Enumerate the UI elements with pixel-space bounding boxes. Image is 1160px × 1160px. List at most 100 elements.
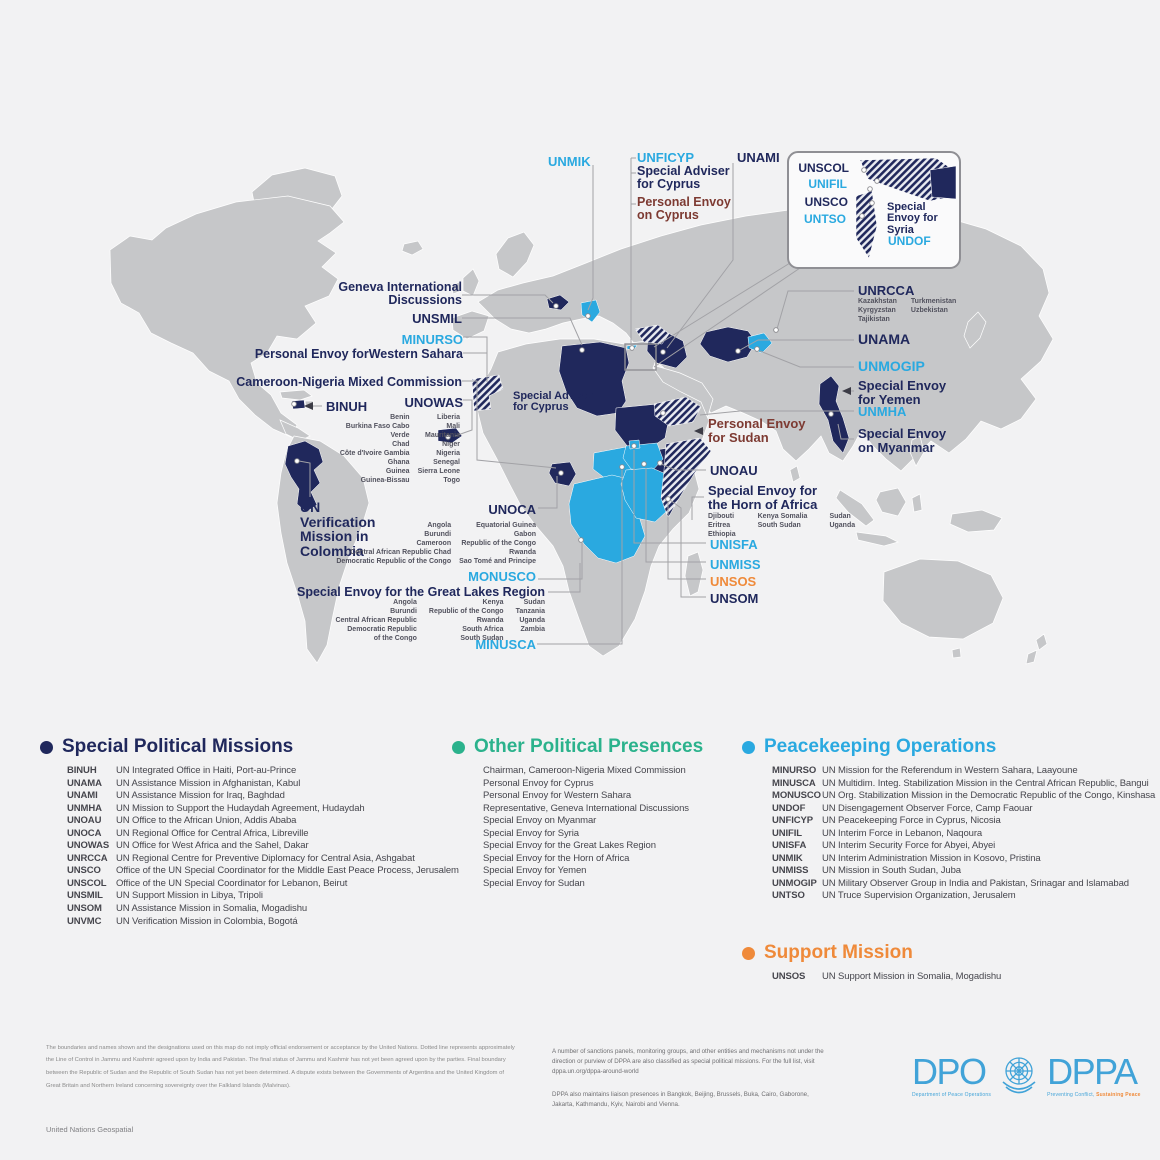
- highlighted-countries: [284, 294, 850, 564]
- country-libya: [558, 341, 630, 417]
- hq-marker-dot: [859, 213, 865, 219]
- dpo-subtitle: Department of Peace Operations: [912, 1092, 992, 1098]
- connector-line: [298, 460, 311, 497]
- logos: DPO Department of Peace Operations DPPA …: [912, 1052, 1141, 1100]
- hq-marker-dot: [553, 303, 559, 309]
- sm-list: UNSOS UN Support Mission in Somalia, Moga…: [742, 971, 1001, 984]
- hq-marker-dot: [773, 327, 779, 333]
- pko-list: MINURSO UN Mission for the Referendum in …: [742, 765, 1155, 903]
- inset-israel-strip: [855, 190, 878, 259]
- legend-item: Special Envoy for the Horn of Africa: [483, 852, 630, 864]
- legend-item: UNIFIL UN Interim Force in Lebanon, Naqou…: [772, 827, 983, 839]
- legend-item: Personal Envoy for Cyprus: [483, 777, 594, 789]
- country-switzerland: [546, 294, 570, 311]
- legend-item: UNMOGIP UN Military Observer Group in Ind…: [772, 877, 1129, 889]
- legend-item: UNDOF UN Disengagement Observer Force, Ca…: [772, 802, 1033, 814]
- hq-marker-dot: [828, 411, 834, 417]
- sm-bullet-icon: [742, 946, 755, 960]
- legend-item: MONUSCO UN Org. Stabilization Mission in …: [772, 790, 1156, 802]
- legend-item: UNAMA UN Assistance Mission in Afghanista…: [67, 777, 301, 789]
- legend-item: UNFICYP UN Peacekeeping Force in Cyprus, …: [772, 815, 1001, 827]
- connector-line: [538, 476, 558, 509]
- hq-marker-dot: [578, 537, 584, 543]
- legend-item: UNSCOL Office of the UN Special Coordinat…: [67, 877, 348, 889]
- hq-marker-dot: [867, 186, 873, 192]
- map-disclaimer: The boundaries and names shown and the d…: [46, 1044, 515, 1089]
- country-yemen: [653, 396, 702, 427]
- connector-line: [666, 163, 734, 349]
- connector-line: [462, 317, 583, 346]
- legend-item: UNOAU UN Office to the African Union, Add…: [67, 815, 297, 827]
- opp-bullet-icon: [452, 740, 465, 754]
- pko-title: Peacekeeping Operations: [764, 736, 997, 757]
- connector-line: [837, 423, 854, 440]
- connector-line: [633, 450, 706, 544]
- spm-list: BINUH UN Integrated Office in Haiti, Port…: [40, 765, 459, 928]
- hq-marker-dot: [291, 401, 297, 407]
- country-kashmir: [747, 332, 773, 354]
- dpo-logo: DPO Department of Peace Operations: [912, 1051, 992, 1099]
- legend-item: UNAMI UN Assistance Mission for Iraq, Bag…: [67, 790, 285, 802]
- connector-line: [548, 563, 581, 593]
- hq-marker-dot: [619, 464, 625, 470]
- arrow-icon: [694, 427, 703, 435]
- attribution: United Nations Geospatial: [46, 1124, 134, 1134]
- sanctions-note: A number of sanctions panels, monitoring…: [552, 1048, 824, 1076]
- legend-item: BINUH UN Integrated Office in Haiti, Port…: [67, 765, 297, 776]
- legend-item: Representative, Geneva International Dis…: [483, 802, 689, 814]
- hq-marker-dot: [294, 458, 300, 464]
- hq-marker-dot: [735, 348, 741, 354]
- dpo-wordmark: DPO: [912, 1051, 987, 1092]
- un-emblem-icon: [1002, 1057, 1036, 1094]
- dppa-subtitle: Preventing Conflict, Sustaining Peace: [1047, 1092, 1141, 1098]
- connector-line: [538, 543, 583, 580]
- legend-item: UNMISS UN Mission in South Sudan, Juba: [772, 865, 961, 877]
- legend-item: MINUSCA UN Multidim. Integ. Stabilization…: [772, 777, 1149, 789]
- connector-line: [462, 380, 557, 469]
- legend-support-mission: Support Mission UNSOS UN Support Mission …: [742, 942, 1001, 984]
- world-map: [109, 151, 1054, 665]
- legend-item: Special Envoy on Myanmar: [483, 815, 597, 827]
- legend-item: UNMIK UN Interim Administration Mission i…: [772, 852, 1041, 864]
- hq-marker-dot: [861, 167, 867, 173]
- hq-marker-dot: [665, 496, 671, 502]
- hq-marker-dot: [874, 178, 880, 184]
- legend-item: Special Envoy for Sudan: [483, 877, 585, 889]
- connector-line: [537, 470, 623, 645]
- legend-item: Special Envoy for Yemen: [483, 865, 587, 877]
- connector-line: [587, 165, 594, 311]
- country-afghanistan: [699, 326, 757, 363]
- legend-item: UNTSO UN Truce Supervision Organization, …: [772, 890, 1016, 902]
- connector-line: [463, 336, 488, 382]
- connector-line: [660, 463, 706, 471]
- connector-line: [669, 499, 706, 598]
- connector-line: [699, 410, 854, 416]
- connector-line: [454, 399, 473, 437]
- connector-line: [739, 339, 854, 351]
- connector-line: [691, 496, 704, 520]
- arrowheads: [304, 387, 851, 435]
- pko-bullet-icon: [742, 740, 755, 754]
- hq-marker-dot: [660, 410, 666, 416]
- legend-item: UNISFA UN Interim Security Force for Abye…: [772, 840, 996, 852]
- hq-marker-dot: [631, 443, 637, 449]
- connector-line: [653, 262, 791, 348]
- hq-marker-dot: [754, 346, 760, 352]
- country-western-sahara: [471, 374, 504, 412]
- connector-line: [462, 294, 554, 304]
- country-colombia: [284, 440, 324, 513]
- arrow-icon: [842, 387, 851, 395]
- legend-item: UNSOS UN Support Mission in Somalia, Moga…: [772, 971, 1002, 982]
- opp-title: Other Political Presences: [474, 736, 704, 757]
- middle-east-inset: [787, 151, 961, 269]
- legend-item: UNSCO Office of the UN Special Coordinato…: [67, 865, 459, 877]
- legend-item: Special Envoy for Syria: [483, 827, 579, 839]
- hq-marker-dot: [641, 461, 647, 467]
- legend-item: UNVMC UN Verification Mission in Colombia…: [67, 915, 298, 927]
- inset-area: [929, 165, 957, 200]
- connector-line: [653, 267, 801, 368]
- legend-item: UNSOM UN Assistance Mission in Somalia, M…: [67, 903, 308, 915]
- hq-marker-dot: [558, 470, 564, 476]
- opp-list: Chairman, Cameroon-Nigeria Mixed Commiss…: [452, 765, 703, 890]
